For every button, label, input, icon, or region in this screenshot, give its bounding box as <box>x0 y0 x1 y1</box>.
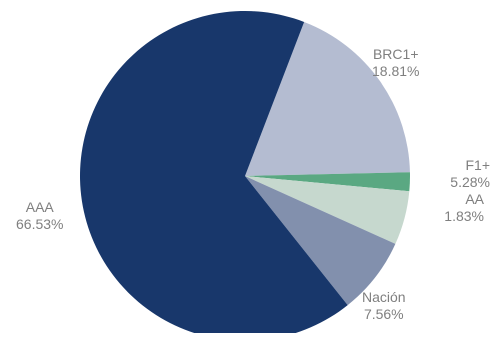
label-aa: AA 1.83% <box>430 191 484 225</box>
label-brc1-value: 18.81% <box>372 63 420 79</box>
label-brc1-name: BRC1+ <box>372 46 419 62</box>
pie-slice-aa <box>245 176 410 244</box>
label-f1-name: F1+ <box>465 157 490 173</box>
pie-slice-brc1 <box>245 21 410 177</box>
pie-slice-f1 <box>245 172 411 192</box>
pie-slice-aaa <box>80 11 348 338</box>
label-aa-value: 1.83% <box>444 208 484 224</box>
label-brc1: BRC1+ 18.81% <box>372 46 419 80</box>
label-f1: F1+ 5.28% <box>440 157 490 191</box>
label-aaa: AAA 66.53% <box>16 199 63 233</box>
pie-slice-nacion <box>245 176 396 306</box>
label-nacion-value: 7.56% <box>363 306 404 322</box>
label-aa-name: AA <box>465 191 484 207</box>
label-aaa-name: AAA <box>25 199 54 215</box>
label-nacion: Nación 7.56% <box>362 289 406 323</box>
label-f1-value: 5.28% <box>450 174 490 190</box>
label-nacion-name: Nación <box>362 289 406 305</box>
label-aaa-value: 66.53% <box>16 216 64 232</box>
